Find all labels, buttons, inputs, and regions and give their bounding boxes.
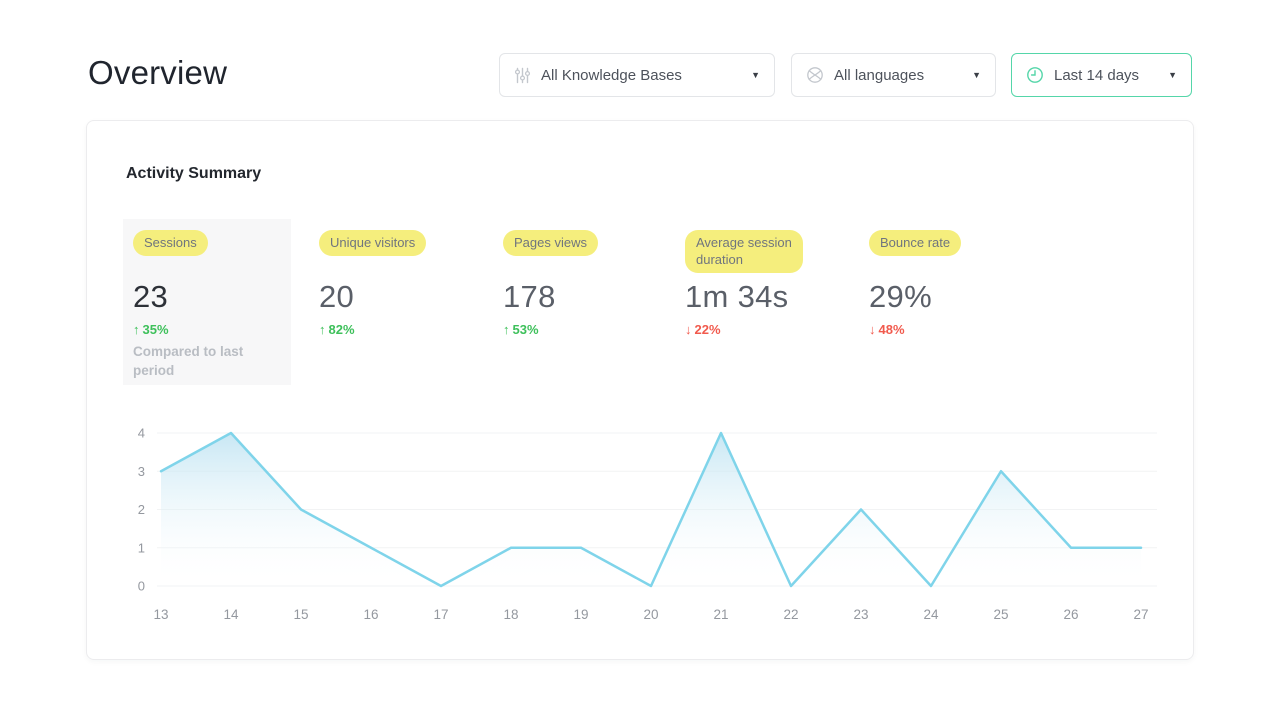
delta-percent: 53% xyxy=(512,322,539,337)
delta-percent: 82% xyxy=(328,322,355,337)
svg-text:18: 18 xyxy=(503,607,518,622)
metric-value: 20 xyxy=(319,279,355,314)
metric-label-highlight: Unique visitors xyxy=(319,230,427,256)
svg-text:25: 25 xyxy=(993,607,1008,622)
svg-text:15: 15 xyxy=(293,607,308,622)
knowledge-bases-dropdown[interactable]: All Knowledge Bases ▼ xyxy=(499,53,775,97)
delta-percent: 35% xyxy=(142,322,169,337)
svg-text:1: 1 xyxy=(138,540,145,555)
metric-label: Bounce rate xyxy=(880,235,951,250)
globe-icon xyxy=(807,67,823,83)
activity-summary-card: Activity Summary Sessions 23 ↑ 35% Compar… xyxy=(86,120,1194,660)
metric-label: Pages views xyxy=(514,235,587,250)
metric-label: Sessions xyxy=(144,235,197,250)
svg-text:23: 23 xyxy=(853,607,868,622)
metric-label-highlight: Sessions xyxy=(133,230,208,256)
svg-text:20: 20 xyxy=(643,607,658,622)
svg-text:27: 27 xyxy=(1133,607,1148,622)
svg-text:26: 26 xyxy=(1063,607,1078,622)
up-arrow-icon: ↑ xyxy=(133,322,140,337)
metric-value: 23 xyxy=(133,279,169,314)
metric-value: 178 xyxy=(503,279,556,314)
metric-avg-session-duration: Average session duration 1m 34s ↓ 22% xyxy=(685,230,861,400)
svg-text:4: 4 xyxy=(138,426,145,441)
svg-text:17: 17 xyxy=(433,607,448,622)
up-arrow-icon: ↑ xyxy=(503,322,510,337)
metric-pages-views: Pages views 178 ↑ 53% xyxy=(503,230,679,400)
svg-text:2: 2 xyxy=(138,502,145,517)
svg-text:13: 13 xyxy=(153,607,168,622)
date-range-value: Last 14 days xyxy=(1054,66,1140,84)
metric-label: Average session duration xyxy=(696,235,792,267)
metric-label: Unique visitors xyxy=(330,235,416,250)
date-range-dropdown[interactable]: Last 14 days ▼ xyxy=(1011,53,1192,97)
metric-sessions: Sessions 23 ↑ 35% Compared to last period xyxy=(133,230,309,400)
metric-value: 29% xyxy=(869,279,932,314)
metric-label-highlight: Average session duration xyxy=(685,230,803,273)
metric-delta: ↓ 22% xyxy=(685,322,721,337)
svg-text:22: 22 xyxy=(783,607,798,622)
clock-icon xyxy=(1027,67,1043,83)
metric-delta: ↑ 35% xyxy=(133,322,169,337)
metric-delta: ↓ 48% xyxy=(869,322,905,337)
languages-dropdown[interactable]: All languages ▼ xyxy=(791,53,996,97)
svg-text:0: 0 xyxy=(138,579,145,594)
metric-unique-visitors: Unique visitors 20 ↑ 82% xyxy=(319,230,495,400)
sliders-icon xyxy=(514,67,531,83)
chevron-down-icon: ▼ xyxy=(972,70,981,80)
metric-bounce-rate: Bounce rate 29% ↓ 48% xyxy=(869,230,1045,400)
svg-text:19: 19 xyxy=(573,607,588,622)
svg-text:3: 3 xyxy=(138,464,145,479)
delta-percent: 48% xyxy=(878,322,905,337)
filter-bar: All Knowledge Bases ▼ All languages ▼ xyxy=(499,53,1193,97)
svg-text:24: 24 xyxy=(923,607,939,622)
knowledge-bases-value: All Knowledge Bases xyxy=(541,66,682,84)
page-title: Overview xyxy=(88,54,228,91)
svg-text:21: 21 xyxy=(713,607,728,622)
down-arrow-icon: ↓ xyxy=(685,322,692,337)
metric-note: Compared to last period xyxy=(133,344,244,378)
metric-delta: ↑ 82% xyxy=(319,322,355,337)
chevron-down-icon: ▼ xyxy=(751,70,760,80)
svg-text:16: 16 xyxy=(363,607,378,622)
down-arrow-icon: ↓ xyxy=(869,322,876,337)
chevron-down-icon: ▼ xyxy=(1168,70,1177,80)
delta-percent: 22% xyxy=(694,322,721,337)
svg-text:14: 14 xyxy=(223,607,239,622)
languages-value: All languages xyxy=(834,66,925,84)
card-title: Activity Summary xyxy=(126,165,262,182)
sessions-area-chart: 0 1 2 3 4 13 14 15 16 17 18 19 20 21 22 23 24 25 26 27 xyxy=(117,406,1177,641)
metric-label-highlight: Bounce rate xyxy=(869,230,962,256)
metric-value: 1m 34s xyxy=(685,279,789,314)
up-arrow-icon: ↑ xyxy=(319,322,326,337)
metric-delta: ↑ 53% xyxy=(503,322,539,337)
metric-label-highlight: Pages views xyxy=(503,230,598,256)
